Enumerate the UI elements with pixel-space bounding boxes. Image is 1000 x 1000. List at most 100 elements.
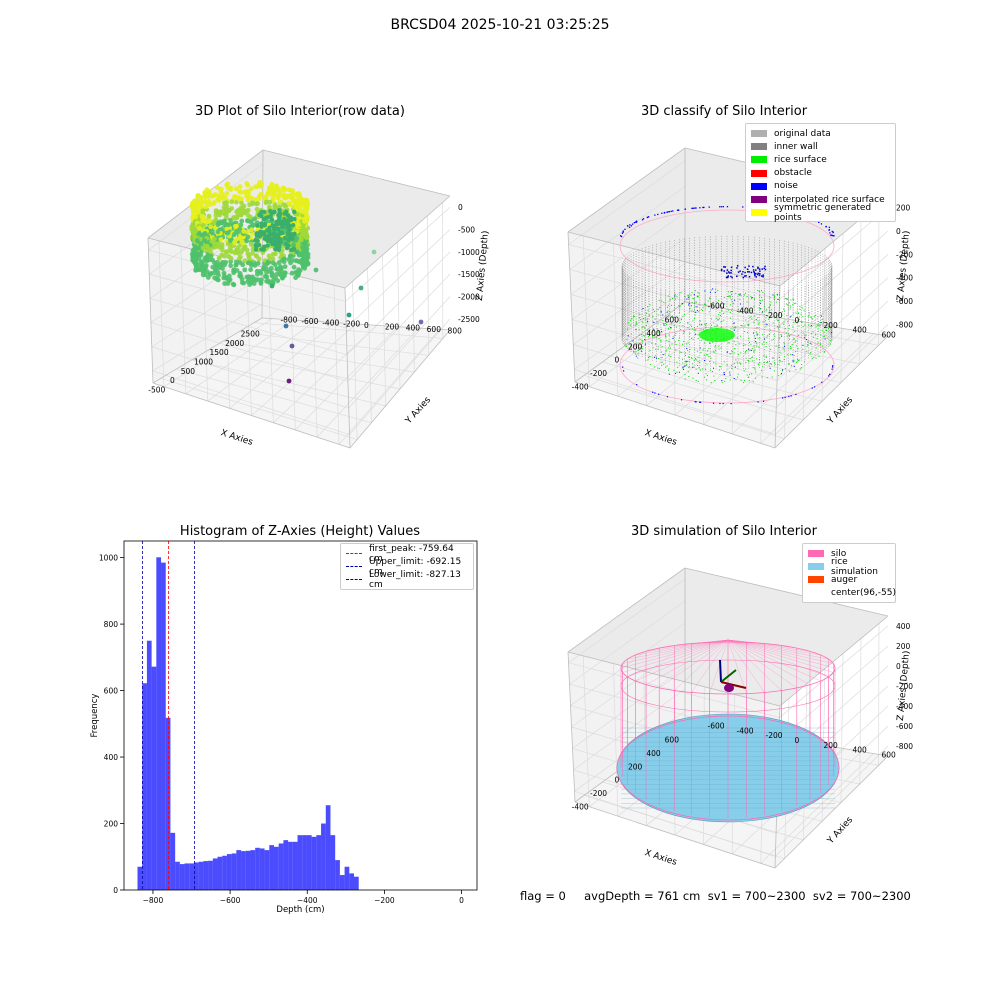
rice-point [741,325,743,327]
rice-point [813,356,815,358]
rice-point [786,298,788,300]
rice-point [799,309,801,311]
rice-point [719,366,721,368]
rice-point [654,366,656,368]
noise-point [728,272,731,274]
noise-point [720,268,723,271]
rice-point [761,369,763,371]
grid-line [573,688,686,771]
histogram-bar [311,836,317,890]
rice-point [649,349,651,351]
rice-point [748,324,750,326]
rice-point [663,363,665,365]
y-tick-label: -600 [708,301,725,310]
raw-point [282,264,288,270]
rice-point [759,308,761,310]
rice-point [740,362,742,364]
raw-point [222,195,228,201]
rice-point [698,367,700,369]
rice-point [755,331,757,333]
rice-point [798,316,800,318]
histogram-bar [161,562,166,890]
rice-point [788,328,790,330]
rice-point [645,325,647,327]
silo-roof-line [727,639,834,673]
rice-point [789,324,791,326]
rice-point [752,381,754,383]
raw-point [249,186,254,192]
rice-point [727,350,729,352]
rice-point [728,309,730,311]
raw-point [300,244,305,250]
rice-point [778,375,780,377]
rice-point [789,370,791,372]
raw-point [281,218,287,223]
rice-point [795,312,797,314]
rice-point [641,309,643,311]
raw-point [202,199,208,205]
rice-point [729,295,731,297]
rice-point [673,316,675,318]
z-tick-label: -600 [896,297,913,306]
rice-point [669,347,671,349]
raw-point [211,193,216,199]
raw-point [259,247,264,252]
rice-point [696,295,698,297]
rice-point [795,302,797,304]
raw-point [296,241,301,247]
rice-point [762,366,764,368]
rice-point [709,361,711,363]
rice-point [744,344,746,346]
rice-point [683,368,685,370]
noise-point [737,271,740,273]
raw-point [257,269,263,274]
rice-point [719,311,721,313]
z-tick-label: -1000 [458,248,480,257]
noise-point [754,273,756,275]
rice-point [635,355,637,357]
raw-point [202,238,207,243]
rice-point [705,368,707,370]
grid-line [776,300,889,408]
rice-point [762,311,764,313]
raw-point [261,217,266,222]
raw-point [214,185,220,191]
rice-point [683,340,685,342]
floor-pane [153,318,450,448]
rice-point [757,364,759,366]
rice-point [738,343,740,345]
histogram-bar [245,850,251,890]
noise-point [829,232,831,234]
rice-point [751,357,753,359]
histogram-bar [208,860,213,890]
rice-point [774,312,776,314]
legend-label: rice simulation [831,556,878,577]
y-tick-label: -400 [322,318,339,327]
raw-point [294,236,300,241]
rice-point [792,326,794,328]
rice-point [710,303,712,305]
raw-point [245,234,251,240]
noise-point [623,370,625,372]
rice-point [798,318,800,320]
noise-point [755,272,757,275]
y-tick-label: -400 [737,726,754,735]
rice-point [789,346,791,348]
y-tick-label: 0 [113,886,118,895]
grid-line [348,296,451,409]
rice-point [715,363,717,365]
x-tick-label: 0 [614,776,619,785]
rice-point [640,319,642,321]
rice-point [641,339,643,341]
rice-point [758,290,760,292]
rice-point [729,374,731,376]
rice-point [793,365,795,367]
rice-point [788,363,790,365]
rice-point [776,293,778,295]
rice-point [799,305,801,307]
legend-label: auger [831,574,858,585]
rice-point [639,338,641,340]
rice-point [754,349,756,351]
y-tick-label: 600 [104,687,119,696]
noise-point [752,265,754,268]
